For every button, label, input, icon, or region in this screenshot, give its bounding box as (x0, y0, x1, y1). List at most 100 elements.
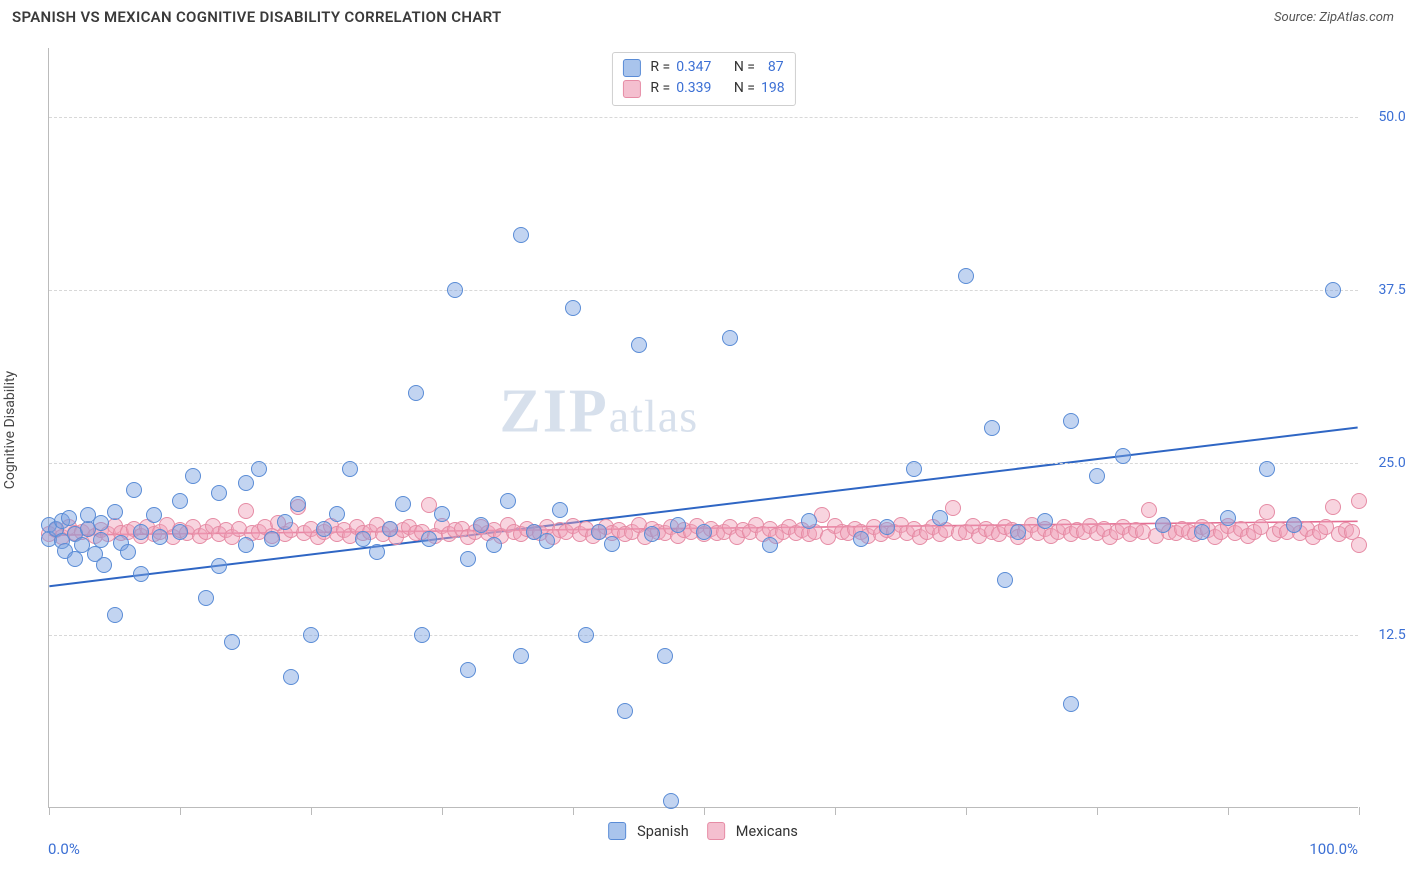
scatter-point (500, 493, 516, 509)
scatter-point (565, 300, 581, 316)
scatter-point (473, 519, 489, 535)
scatter-point (938, 522, 954, 538)
scatter-point (539, 533, 555, 549)
scatter-point (96, 557, 112, 573)
y-axis-label: Cognitive Disability (2, 371, 18, 489)
scatter-point (1305, 529, 1321, 545)
scatter-point (283, 522, 299, 538)
scatter-point (735, 522, 751, 538)
scatter-point (617, 526, 633, 542)
scatter-point (303, 521, 319, 537)
scatter-point (120, 524, 136, 540)
scatter-point (1331, 526, 1347, 542)
scatter-point (1155, 517, 1171, 533)
scatter-point (152, 529, 168, 545)
scatter-point (709, 525, 725, 541)
swatch-mexicans (622, 80, 640, 98)
scatter-point (1063, 413, 1079, 429)
scatter-point (120, 544, 136, 560)
scatter-point (205, 518, 221, 534)
scatter-point (264, 531, 280, 547)
legend-bottom: Spanish Mexicans (608, 822, 798, 840)
y-tick-label: 25.0% (1378, 455, 1406, 471)
scatter-point (997, 572, 1013, 588)
scatter-point (1089, 468, 1105, 484)
scatter-point (486, 522, 502, 538)
watermark: ZIPatlas (499, 377, 698, 448)
scatter-point (408, 385, 424, 401)
scatter-point (316, 521, 332, 537)
scatter-point (657, 648, 673, 664)
scatter-point (1030, 525, 1046, 541)
scatter-point (689, 518, 705, 534)
scatter-point (722, 519, 738, 535)
scatter-point (427, 528, 443, 544)
scatter-point (860, 528, 876, 544)
scatter-point (984, 524, 1000, 540)
scatter-point (296, 525, 312, 541)
scatter-point (133, 528, 149, 544)
scatter-point (827, 518, 843, 534)
scatter-point (211, 558, 227, 574)
scatter-point (644, 526, 660, 542)
scatter-point (644, 521, 660, 537)
scatter-point (539, 519, 555, 535)
scatter-point (133, 524, 149, 540)
scatter-point (41, 517, 57, 533)
x-tick (1359, 807, 1360, 815)
scatter-point (899, 525, 915, 541)
grid-line (49, 635, 1358, 636)
scatter-point (585, 528, 601, 544)
scatter-point (853, 531, 869, 547)
grid-line (49, 290, 1358, 291)
legend-n-value-mexicans: 198 (761, 78, 785, 99)
legend-swatch-spanish (608, 822, 626, 840)
scatter-point (1200, 522, 1216, 538)
scatter-point (1076, 524, 1092, 540)
scatter-point (1194, 519, 1210, 535)
scatter-point (500, 517, 516, 533)
scatter-point (650, 524, 666, 540)
scatter-point (1135, 524, 1151, 540)
chart-source: Source: ZipAtlas.com (1274, 10, 1394, 25)
scatter-point (1246, 524, 1262, 540)
scatter-point (74, 537, 90, 553)
legend-r-value-spanish: 0.347 (676, 57, 711, 78)
scatter-point (663, 519, 679, 535)
scatter-point (486, 537, 502, 553)
scatter-point (67, 551, 83, 567)
scatter-point (369, 517, 385, 533)
scatter-point (873, 526, 889, 542)
scatter-point (1024, 517, 1040, 533)
scatter-point (61, 510, 77, 526)
scatter-point (1187, 526, 1203, 542)
x-tick (835, 807, 836, 815)
scatter-point (1010, 524, 1026, 540)
scatter-point (997, 519, 1013, 535)
scatter-point (310, 529, 326, 545)
scatter-point (526, 524, 542, 540)
grid-line (49, 463, 1358, 464)
scatter-point (460, 551, 476, 567)
scatter-point (1109, 524, 1125, 540)
scatter-point (1259, 504, 1275, 520)
scatter-point (1266, 526, 1282, 542)
scatter-point (1010, 529, 1026, 545)
scatter-point (54, 533, 70, 549)
scatter-point (185, 468, 201, 484)
scatter-point (906, 461, 922, 477)
scatter-point (1259, 461, 1275, 477)
scatter-point (663, 793, 679, 809)
scatter-point (1037, 521, 1053, 537)
scatter-point (1312, 524, 1328, 540)
scatter-point (369, 544, 385, 560)
scatter-point (467, 524, 483, 540)
scatter-point (80, 521, 96, 537)
scatter-point (277, 514, 293, 530)
scatter-point (519, 521, 535, 537)
legend-n-label: N = (734, 57, 755, 78)
scatter-point (165, 529, 181, 545)
scatter-point (781, 519, 797, 535)
scatter-point (146, 526, 162, 542)
scatter-point (1115, 519, 1131, 535)
